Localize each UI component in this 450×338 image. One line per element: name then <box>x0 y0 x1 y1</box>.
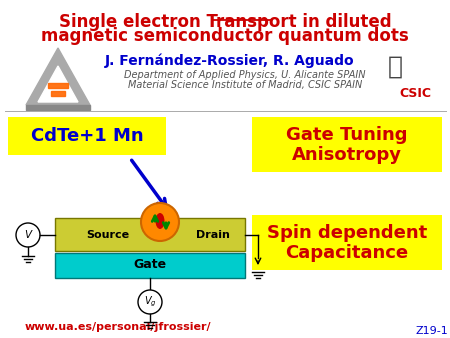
Text: Single electron Transport in diluted: Single electron Transport in diluted <box>58 13 392 31</box>
Text: Department of Applied Physics, U. Alicante SPAIN: Department of Applied Physics, U. Alican… <box>124 70 366 80</box>
Text: Spin dependent: Spin dependent <box>267 224 427 242</box>
Text: www.ua.es/personal/jfrossier/: www.ua.es/personal/jfrossier/ <box>25 322 212 332</box>
Text: $V_g$: $V_g$ <box>144 295 156 309</box>
FancyBboxPatch shape <box>8 117 166 155</box>
Polygon shape <box>26 48 90 105</box>
Circle shape <box>138 290 162 314</box>
Text: J. Fernández-Rossier, R. Aguado: J. Fernández-Rossier, R. Aguado <box>105 54 355 69</box>
Text: Drain: Drain <box>196 230 230 240</box>
FancyBboxPatch shape <box>55 253 245 278</box>
Polygon shape <box>38 66 78 102</box>
Text: 🌳: 🌳 <box>387 55 402 79</box>
Text: Material Science Institute of Madrid, CSIC SPAIN: Material Science Institute of Madrid, CS… <box>128 80 362 90</box>
FancyBboxPatch shape <box>252 215 442 270</box>
Text: Anisotropy: Anisotropy <box>292 146 402 164</box>
Circle shape <box>141 203 179 241</box>
Text: CdTe+1 Mn: CdTe+1 Mn <box>31 127 143 145</box>
Text: Source: Source <box>86 230 130 240</box>
Text: Gate: Gate <box>134 259 166 271</box>
Polygon shape <box>48 83 68 88</box>
Text: magnetic semiconductor quantum dots: magnetic semiconductor quantum dots <box>41 27 409 45</box>
Text: CSIC: CSIC <box>399 87 431 100</box>
Text: Gate Tuning: Gate Tuning <box>286 126 408 144</box>
Circle shape <box>16 223 40 247</box>
Text: Capacitance: Capacitance <box>285 244 409 262</box>
FancyBboxPatch shape <box>55 218 245 251</box>
Ellipse shape <box>156 213 165 229</box>
Polygon shape <box>51 91 65 96</box>
Polygon shape <box>26 105 90 110</box>
Text: Z19-1: Z19-1 <box>416 326 448 336</box>
Text: V: V <box>24 230 32 240</box>
FancyBboxPatch shape <box>252 117 442 172</box>
